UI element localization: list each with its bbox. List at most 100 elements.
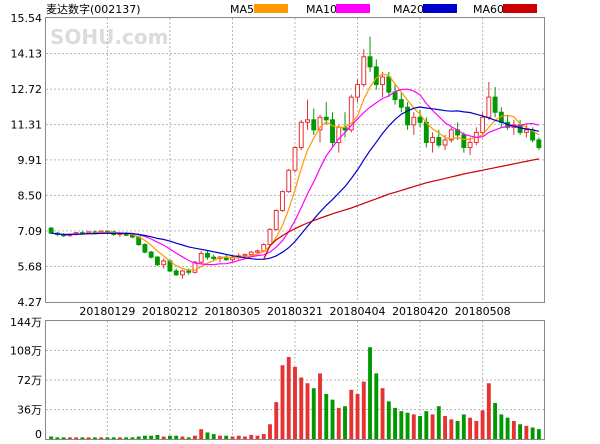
- candle-up: [286, 169, 292, 193]
- volume-bar-up: [293, 366, 297, 439]
- date-axis: 20180129 20180212 20180305 20180321 20180404…: [79, 305, 510, 318]
- candle-down: [205, 252, 210, 258]
- candle-up: [248, 251, 254, 256]
- candle-up: [255, 250, 260, 253]
- legend-swatch: [336, 4, 370, 13]
- volume-bar-down: [155, 434, 160, 439]
- date-tick-label: 20180420: [392, 305, 448, 318]
- volume-bar-down: [55, 437, 60, 439]
- volume-bar-down: [186, 437, 191, 439]
- price-tick-label: 4.27: [18, 296, 43, 309]
- volume-bar-down: [149, 435, 154, 439]
- candle-down: [154, 256, 160, 266]
- legend: MA5 MA10 MA20 MA60: [230, 3, 537, 16]
- volume-bar-up: [511, 420, 516, 439]
- volume-bar-up: [411, 414, 416, 439]
- volume-bar-down: [136, 436, 141, 439]
- candle-up: [355, 84, 360, 98]
- volume-bar-down: [399, 411, 404, 439]
- date-tick-label: 20180508: [455, 305, 511, 318]
- volume-bars: [49, 347, 541, 439]
- candle-up: [486, 96, 492, 118]
- volume-bar-up: [261, 434, 266, 439]
- candle-down: [48, 227, 54, 234]
- candle-up: [448, 129, 454, 141]
- volume-bar-up: [280, 365, 285, 439]
- volume-bar-up: [524, 425, 529, 439]
- volume-bar-down: [61, 437, 66, 439]
- ma20-line: [51, 106, 540, 260]
- volume-bar-down: [49, 436, 54, 439]
- volume-bar-down: [436, 406, 441, 439]
- volume-bar-up: [243, 436, 247, 439]
- ma60-line: [263, 158, 540, 260]
- volume-bar-down: [330, 399, 335, 439]
- volume-bar-up: [117, 437, 122, 439]
- legend-swatch: [423, 4, 457, 13]
- volume-bar-up: [449, 419, 454, 439]
- candle-up: [298, 121, 304, 149]
- volume-bar-up: [355, 393, 360, 439]
- price-tick-label: 5.68: [18, 260, 43, 273]
- candle-up: [361, 56, 367, 86]
- price-panel-frame: [45, 17, 545, 303]
- volume-bar-up: [199, 429, 204, 439]
- candle-down: [398, 99, 404, 108]
- legend-label: MA5: [230, 3, 254, 16]
- candle-down: [129, 234, 135, 238]
- volume-bar-down: [368, 347, 372, 439]
- candle-up: [198, 252, 204, 263]
- volume-bar-up: [468, 417, 473, 439]
- legend-swatch: [254, 4, 288, 13]
- price-tick-label: 12.72: [11, 83, 43, 96]
- volume-bar-up: [349, 389, 354, 439]
- volume-bar-down: [142, 435, 147, 439]
- volume-bar-up: [474, 420, 479, 439]
- volume-bar-down: [505, 417, 510, 439]
- volume-bar-up: [274, 402, 279, 439]
- candle-up: [180, 270, 185, 276]
- candle-up: [380, 76, 385, 86]
- candle-up: [317, 116, 323, 131]
- volume-bar-down: [92, 437, 97, 439]
- price-tick-label: 7.09: [18, 225, 43, 238]
- candle-down: [461, 134, 467, 149]
- volume-bar-down: [111, 437, 116, 439]
- volume-bar-up: [180, 436, 185, 439]
- candle-down: [323, 116, 329, 121]
- volume-bar-up: [380, 388, 385, 439]
- candle-up: [305, 119, 310, 123]
- volume-bar-down: [105, 437, 110, 439]
- volume-tick-label: 108万: [10, 345, 42, 358]
- date-tick-label: 20180305: [204, 305, 260, 318]
- candle-up: [161, 260, 167, 266]
- ma5-line: [76, 73, 540, 271]
- legend-label: MA10: [306, 3, 337, 16]
- volume-bar-up: [430, 414, 435, 439]
- volume-bar-up: [74, 437, 79, 439]
- price-tick-label: 14.13: [11, 48, 43, 61]
- candle-up: [523, 129, 529, 133]
- candle-down: [148, 251, 154, 258]
- volume-bar-up: [99, 437, 104, 439]
- candle-up: [242, 254, 248, 257]
- volume-bar-down: [124, 437, 129, 439]
- candle-up: [411, 116, 417, 126]
- volume-bar-up: [443, 416, 448, 439]
- volume-bar-down: [343, 406, 347, 439]
- candle-down: [211, 256, 217, 259]
- volume-bar-down: [205, 432, 210, 439]
- volume-tick-label: 36万: [17, 404, 42, 417]
- candle-up: [430, 136, 436, 143]
- volume-bar-down: [393, 407, 397, 439]
- candle-up: [292, 147, 298, 171]
- price-axis: 15.54 14.13 12.72 11.31 9.91 8.50 7.09 5.68 4.27: [11, 12, 43, 309]
- candle-down: [330, 119, 335, 143]
- candle-down: [386, 76, 392, 93]
- volume-bar-down: [311, 388, 316, 439]
- volume-bar-up: [255, 435, 260, 439]
- candle-up: [467, 141, 473, 149]
- date-tick-label: 20180129: [79, 305, 135, 318]
- volume-bar-up: [230, 436, 235, 439]
- volume-bar-down: [386, 401, 391, 439]
